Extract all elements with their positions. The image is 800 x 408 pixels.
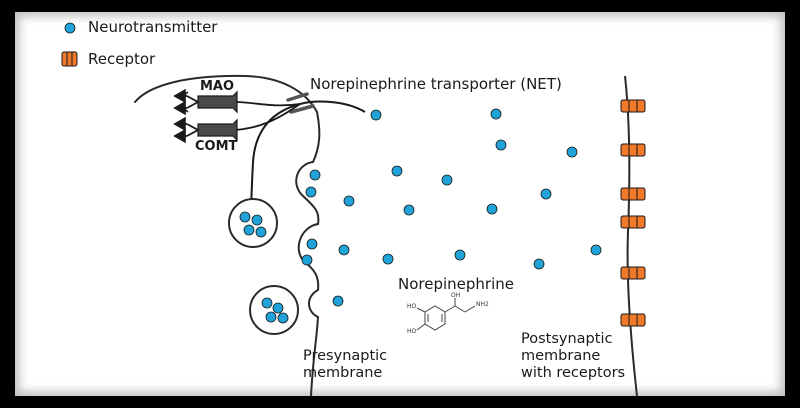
legend-neurotransmitter-label: Neurotransmitter — [88, 18, 218, 36]
path-to-comt — [234, 103, 301, 131]
receptor-6 — [620, 313, 646, 327]
receptor-2 — [620, 143, 646, 157]
neurotransmitter — [540, 188, 552, 200]
receptor-5 — [620, 266, 646, 280]
norepinephrine-label: Norepinephrine — [398, 275, 514, 293]
presynaptic-terminal-outline — [134, 74, 321, 396]
postsynaptic-label: Postsynaptic membrane with receptors — [521, 331, 626, 381]
neurotransmitter — [486, 203, 498, 215]
receptor-3 — [620, 187, 646, 201]
neurotransmitter — [441, 174, 453, 186]
receptors — [620, 99, 646, 327]
vesicle-lower — [249, 285, 299, 335]
norepinephrine-structure — [416, 298, 476, 331]
transporter-net — [286, 92, 315, 114]
neurotransmitter — [533, 258, 545, 270]
synapse-diagram — [61, 22, 646, 396]
structure-ho-bottom: HO — [407, 328, 417, 335]
receptor-4 — [620, 215, 646, 229]
comt-label: COMT — [195, 139, 238, 154]
presynaptic-label: Presynaptic membrane — [303, 348, 388, 381]
neurotransmitter — [306, 238, 318, 250]
neurotransmitter — [495, 139, 507, 151]
neurotransmitter — [332, 295, 344, 307]
neurotransmitter — [338, 244, 350, 256]
structure-ho-top: HO — [407, 303, 417, 310]
neurotransmitter — [403, 204, 415, 216]
neurotransmitter — [370, 109, 382, 121]
path-to-mao — [234, 101, 301, 107]
neurotransmitter — [490, 108, 502, 120]
legend-neurotransmitter-icon — [64, 22, 76, 34]
mao-label: MAO — [200, 79, 235, 94]
mao-enzyme — [173, 88, 238, 116]
neurotransmitter — [309, 169, 321, 181]
receptor-1 — [620, 99, 646, 113]
diagram-canvas: Neurotransmitter Receptor Norepinephrine… — [15, 12, 785, 396]
neurotransmitter — [590, 244, 602, 256]
comt-enzyme — [173, 116, 238, 144]
postsynaptic-membrane — [624, 75, 638, 396]
structure-nh2: NH2 — [476, 301, 489, 308]
vesicle-upper — [228, 198, 278, 248]
legend-receptor-label: Receptor — [88, 50, 156, 68]
neurotransmitter — [454, 249, 466, 261]
neurotransmitter — [382, 253, 394, 265]
legend-receptor-icon — [61, 51, 78, 67]
structure-oh: OH — [451, 292, 461, 299]
neurotransmitter — [305, 186, 317, 198]
net-label: Norepinephrine transporter (NET) — [310, 75, 562, 93]
neurotransmitter — [343, 195, 355, 207]
neurotransmitter — [301, 254, 313, 266]
neurotransmitter — [391, 165, 403, 177]
neurotransmitter — [566, 146, 578, 158]
presynaptic-terminal-bottom — [134, 102, 137, 110]
neurotransmitter-molecules — [301, 108, 602, 307]
